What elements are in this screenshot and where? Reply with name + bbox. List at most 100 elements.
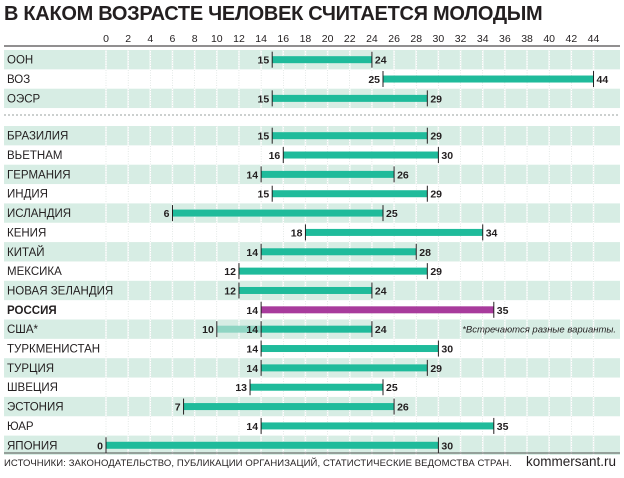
bar	[305, 228, 483, 236]
country-label: ГЕРМАНИЯ	[7, 169, 71, 181]
bar-start-label: 18	[291, 227, 303, 239]
country-label: ТУРЦИЯ	[7, 363, 54, 375]
bar-start-label: 16	[269, 150, 281, 162]
country-label: ШВЕЦИЯ	[7, 382, 58, 394]
bar-start-label: 14	[246, 247, 258, 259]
country-label: ИСЛАНДИЯ	[7, 208, 71, 220]
org-label: ВОЗ	[7, 74, 30, 86]
bar-end-label: 30	[441, 344, 453, 356]
country-label: ЮАР	[7, 421, 34, 433]
country-label: КЕНИЯ	[7, 227, 46, 239]
bar	[238, 267, 428, 275]
x-tick-label: 20	[322, 33, 334, 45]
bar	[261, 345, 439, 353]
bar	[272, 56, 372, 64]
x-tick-label: 28	[410, 33, 422, 45]
bar-end-label: 29	[430, 189, 442, 201]
country-label: МЕКСИКА	[7, 266, 62, 278]
bar-end-label: 34	[486, 227, 498, 239]
bar-end-label: 24	[375, 285, 387, 297]
x-tick-label: 22	[344, 33, 356, 45]
org-label: ОЭСР	[7, 93, 41, 105]
x-tick-label: 40	[543, 33, 555, 45]
bar	[261, 364, 428, 372]
bar-end-label: 26	[397, 402, 409, 414]
bar	[183, 403, 395, 411]
bar-start-label: 7	[175, 402, 181, 414]
bar-start-label: 15	[258, 131, 270, 143]
bar-start-label: 12	[224, 285, 236, 297]
bar	[261, 422, 494, 430]
bar-start-label: 14	[246, 421, 258, 433]
x-tick-label: 8	[192, 33, 198, 45]
x-tick-label: 10	[211, 33, 223, 45]
bar-highlight	[261, 306, 494, 314]
x-tick-label: 26	[388, 33, 400, 45]
bar-end-label: 35	[497, 421, 509, 433]
country-label: ЯПОНИЯ	[7, 440, 57, 452]
bar-start-label: 14	[246, 324, 258, 336]
bar-end-label: 29	[430, 363, 442, 375]
bar	[261, 325, 372, 333]
bar-start-label: 6	[164, 208, 170, 220]
bar-start-label: 13	[235, 382, 247, 394]
bar-end-label: 44	[597, 74, 609, 86]
bar-end-label: 25	[386, 208, 398, 220]
bar	[172, 209, 383, 217]
bar-end-label: 25	[386, 382, 398, 394]
bar-alt-segment	[216, 325, 262, 333]
bar	[238, 286, 372, 294]
bar-start-label: 14	[246, 169, 258, 181]
bar	[272, 132, 428, 140]
bar-start-label: 12	[224, 266, 236, 278]
x-tick-label: 34	[477, 33, 489, 45]
bar-start-label: 10	[202, 324, 214, 336]
country-label: БРАЗИЛИЯ	[7, 131, 68, 143]
x-tick-label: 12	[233, 33, 245, 45]
bar	[261, 170, 395, 178]
x-tick-label: 44	[588, 33, 600, 45]
chart-title: В КАКОМ ВОЗРАСТЕ ЧЕЛОВЕК СЧИТАЕТСЯ МОЛОД…	[4, 3, 543, 25]
bar-end-label: 24	[375, 55, 387, 67]
x-tick-label: 32	[455, 33, 467, 45]
org-label: ООН	[7, 55, 33, 67]
x-tick-label: 36	[499, 33, 511, 45]
bar-start-label: 15	[258, 189, 270, 201]
bar-start-label: 14	[246, 305, 258, 317]
bar-end-label: 35	[497, 305, 509, 317]
x-tick-label: 30	[433, 33, 445, 45]
bar-end-label: 24	[375, 324, 387, 336]
bar	[261, 248, 417, 256]
x-tick-label: 2	[125, 33, 131, 45]
x-tick-label: 4	[147, 33, 153, 45]
bar-start-label: 25	[368, 74, 380, 86]
country-label: ЭСТОНИЯ	[7, 402, 64, 414]
bar-end-label: 30	[441, 150, 453, 162]
bar-end-label: 26	[397, 169, 409, 181]
country-label: РОССИЯ	[7, 305, 57, 317]
sources-note: ИСТОЧНИКИ: ЗАКОНОДАТЕЛЬСТВО, ПУБЛИКАЦИИ …	[4, 458, 512, 469]
site-credit: kommersant.ru	[525, 454, 616, 469]
bar-start-label: 15	[258, 55, 270, 67]
bar	[250, 383, 383, 391]
bar-start-label: 14	[246, 363, 258, 375]
country-label: США*	[7, 324, 39, 336]
x-tick-label: 0	[103, 33, 109, 45]
bar-end-label: 29	[430, 266, 442, 278]
bar	[106, 441, 439, 449]
bar	[272, 94, 428, 102]
bar-end-label: 29	[430, 93, 442, 105]
bar-end-label: 30	[441, 440, 453, 452]
bar	[383, 75, 594, 83]
country-label: НОВАЯ ЗЕЛАНДИЯ	[7, 285, 113, 297]
bar-end-label: 29	[430, 131, 442, 143]
x-tick-label: 16	[277, 33, 289, 45]
bar-end-label: 28	[419, 247, 431, 259]
x-tick-label: 18	[300, 33, 312, 45]
country-label: ИНДИЯ	[7, 189, 48, 201]
country-label: ВЬЕТНАМ	[7, 150, 62, 162]
country-label: КИТАЙ	[7, 246, 45, 259]
bar	[283, 151, 439, 159]
country-label: ТУРКМЕНИСТАН	[7, 344, 100, 356]
x-tick-label: 42	[566, 33, 578, 45]
